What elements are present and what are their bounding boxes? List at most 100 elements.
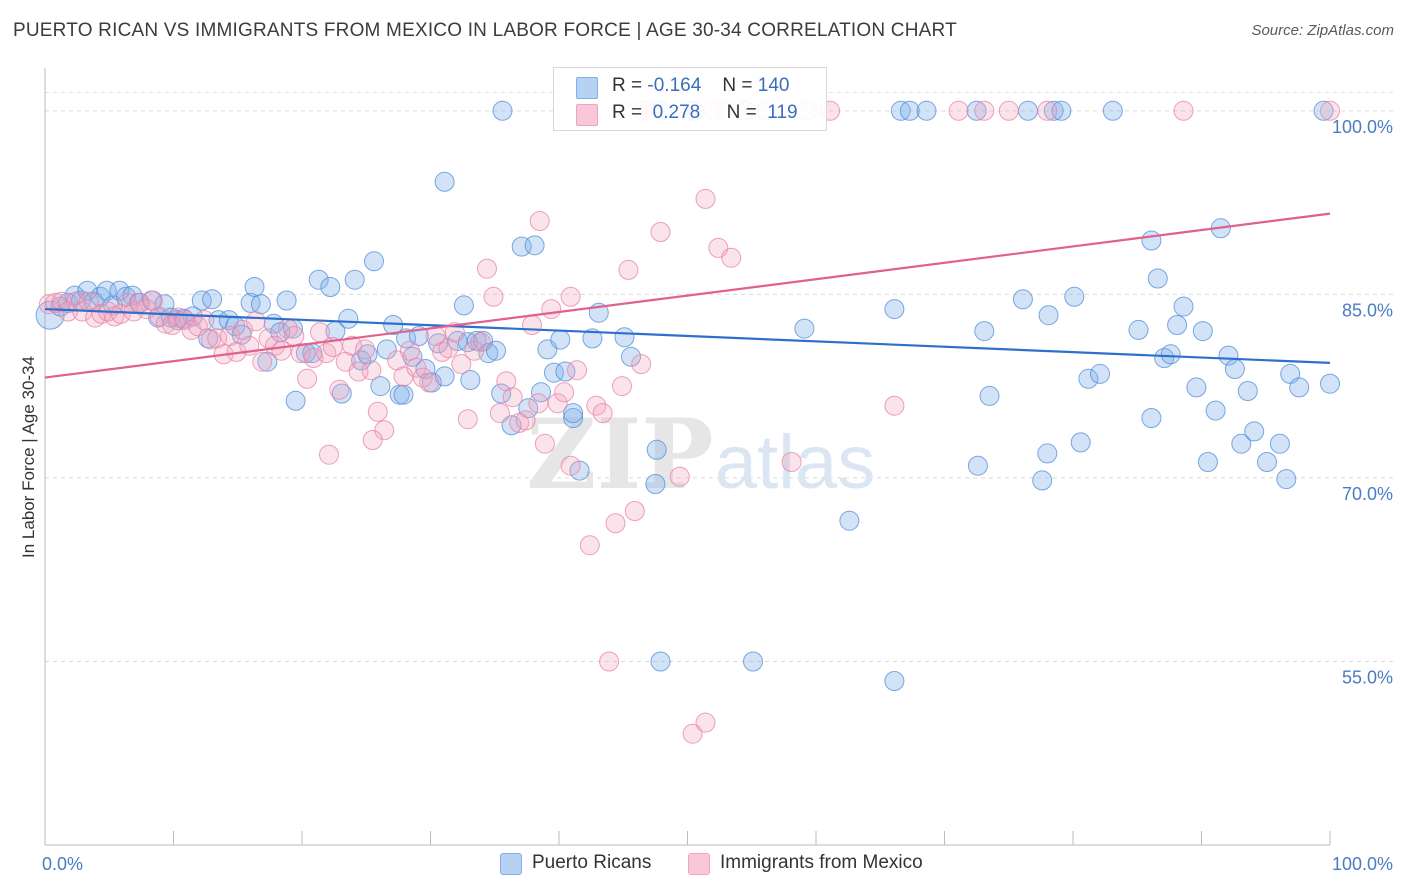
- data-point: [1320, 373, 1340, 394]
- data-point: [250, 294, 271, 315]
- data-point: [1051, 100, 1072, 121]
- data-point: [290, 343, 311, 364]
- data-point: [453, 295, 474, 316]
- data-point: [967, 455, 988, 476]
- data-point: [669, 466, 690, 487]
- data-point: [1313, 100, 1334, 121]
- data-point: [560, 455, 581, 476]
- data-point: [1244, 421, 1265, 442]
- data-point: [1141, 408, 1162, 428]
- watermark: ZIP atlas: [526, 398, 875, 511]
- grid-lines: [45, 91, 1394, 662]
- data-point: [362, 430, 383, 450]
- data-point: [303, 348, 324, 368]
- data-point: [276, 290, 297, 311]
- data-point: [331, 383, 352, 404]
- data-point: [285, 390, 306, 411]
- r-value: 0.278: [652, 102, 701, 123]
- data-point: [1128, 319, 1149, 340]
- data-point: [563, 403, 584, 424]
- data-point: [560, 286, 581, 307]
- data-point: [200, 329, 221, 350]
- data-point: [1141, 230, 1162, 251]
- data-point: [554, 382, 575, 403]
- data-point: [781, 452, 802, 472]
- data-point: [1070, 432, 1091, 453]
- data-point: [1205, 400, 1226, 421]
- data-point: [271, 340, 292, 361]
- r-label: R =: [612, 75, 643, 96]
- data-point: [645, 474, 666, 494]
- trend-line: [44, 307, 1331, 364]
- data-point: [348, 361, 369, 382]
- data-point: [582, 328, 603, 349]
- data-point: [361, 360, 382, 381]
- data-point: [344, 269, 365, 290]
- legend-swatch-pink: [576, 104, 598, 126]
- data-point: [966, 100, 987, 121]
- x-tick-label-right: 100.0%: [1332, 854, 1393, 874]
- data-point: [1078, 368, 1099, 389]
- data-point: [524, 235, 545, 256]
- y-axis-title: In Labor Force | Age 30-34: [19, 356, 38, 558]
- data-point: [1173, 100, 1194, 121]
- data-point: [528, 393, 549, 414]
- data-point: [399, 340, 420, 361]
- data-point: [1160, 344, 1181, 365]
- data-point: [624, 501, 645, 521]
- data-point: [483, 286, 504, 307]
- data-point: [884, 395, 905, 416]
- n-value: 140: [757, 75, 790, 96]
- data-point: [592, 403, 613, 424]
- data-point: [457, 409, 478, 430]
- y-tick-label: 55.0%: [1342, 667, 1393, 687]
- data-point: [329, 379, 350, 400]
- data-point: [1192, 321, 1213, 342]
- data-point: [194, 310, 215, 331]
- legend-label: Puerto Ricans: [532, 852, 652, 873]
- data-point: [1154, 348, 1175, 368]
- data-point: [460, 370, 481, 390]
- n-label: N =: [726, 102, 757, 123]
- data-point: [451, 354, 472, 375]
- axis-labels: 55.0% 70.0% 85.0% 100.0% 0.0% 100.0% In Labor …: [19, 117, 1393, 874]
- data-point: [1090, 363, 1110, 384]
- data-point: [916, 100, 937, 121]
- data-point: [370, 376, 391, 397]
- data-point: [308, 269, 329, 290]
- data-point: [109, 280, 130, 301]
- data-point: [518, 398, 539, 419]
- data-point: [477, 258, 497, 279]
- data-point: [646, 439, 667, 460]
- data-point: [364, 251, 384, 272]
- data-point: [316, 343, 337, 364]
- data-point: [240, 292, 261, 313]
- chart-title: PUERTO RICAN VS IMMIGRANTS FROM MEXICO I…: [13, 20, 957, 41]
- data-point: [682, 723, 703, 744]
- data-point: [486, 340, 506, 361]
- data-point: [244, 277, 265, 297]
- data-point: [511, 236, 532, 257]
- data-point: [444, 322, 465, 343]
- data-point: [218, 310, 239, 331]
- data-point: [1231, 433, 1252, 454]
- data-point: [650, 651, 671, 672]
- data-point: [974, 321, 995, 342]
- data-point: [489, 403, 510, 424]
- data-point: [1320, 100, 1340, 121]
- data-point: [310, 322, 330, 343]
- data-point: [319, 444, 339, 465]
- data-point: [252, 351, 273, 372]
- data-point: [419, 372, 440, 393]
- data-point: [1237, 381, 1258, 401]
- data-point: [1037, 443, 1058, 464]
- legend-swatch-blue: [500, 853, 522, 875]
- data-point: [579, 535, 600, 556]
- data-point: [1167, 315, 1188, 335]
- data-point: [614, 327, 635, 348]
- data-point: [284, 326, 305, 346]
- watermark-zip: ZIP: [526, 398, 713, 511]
- data-point: [899, 100, 920, 121]
- data-point: [502, 387, 523, 408]
